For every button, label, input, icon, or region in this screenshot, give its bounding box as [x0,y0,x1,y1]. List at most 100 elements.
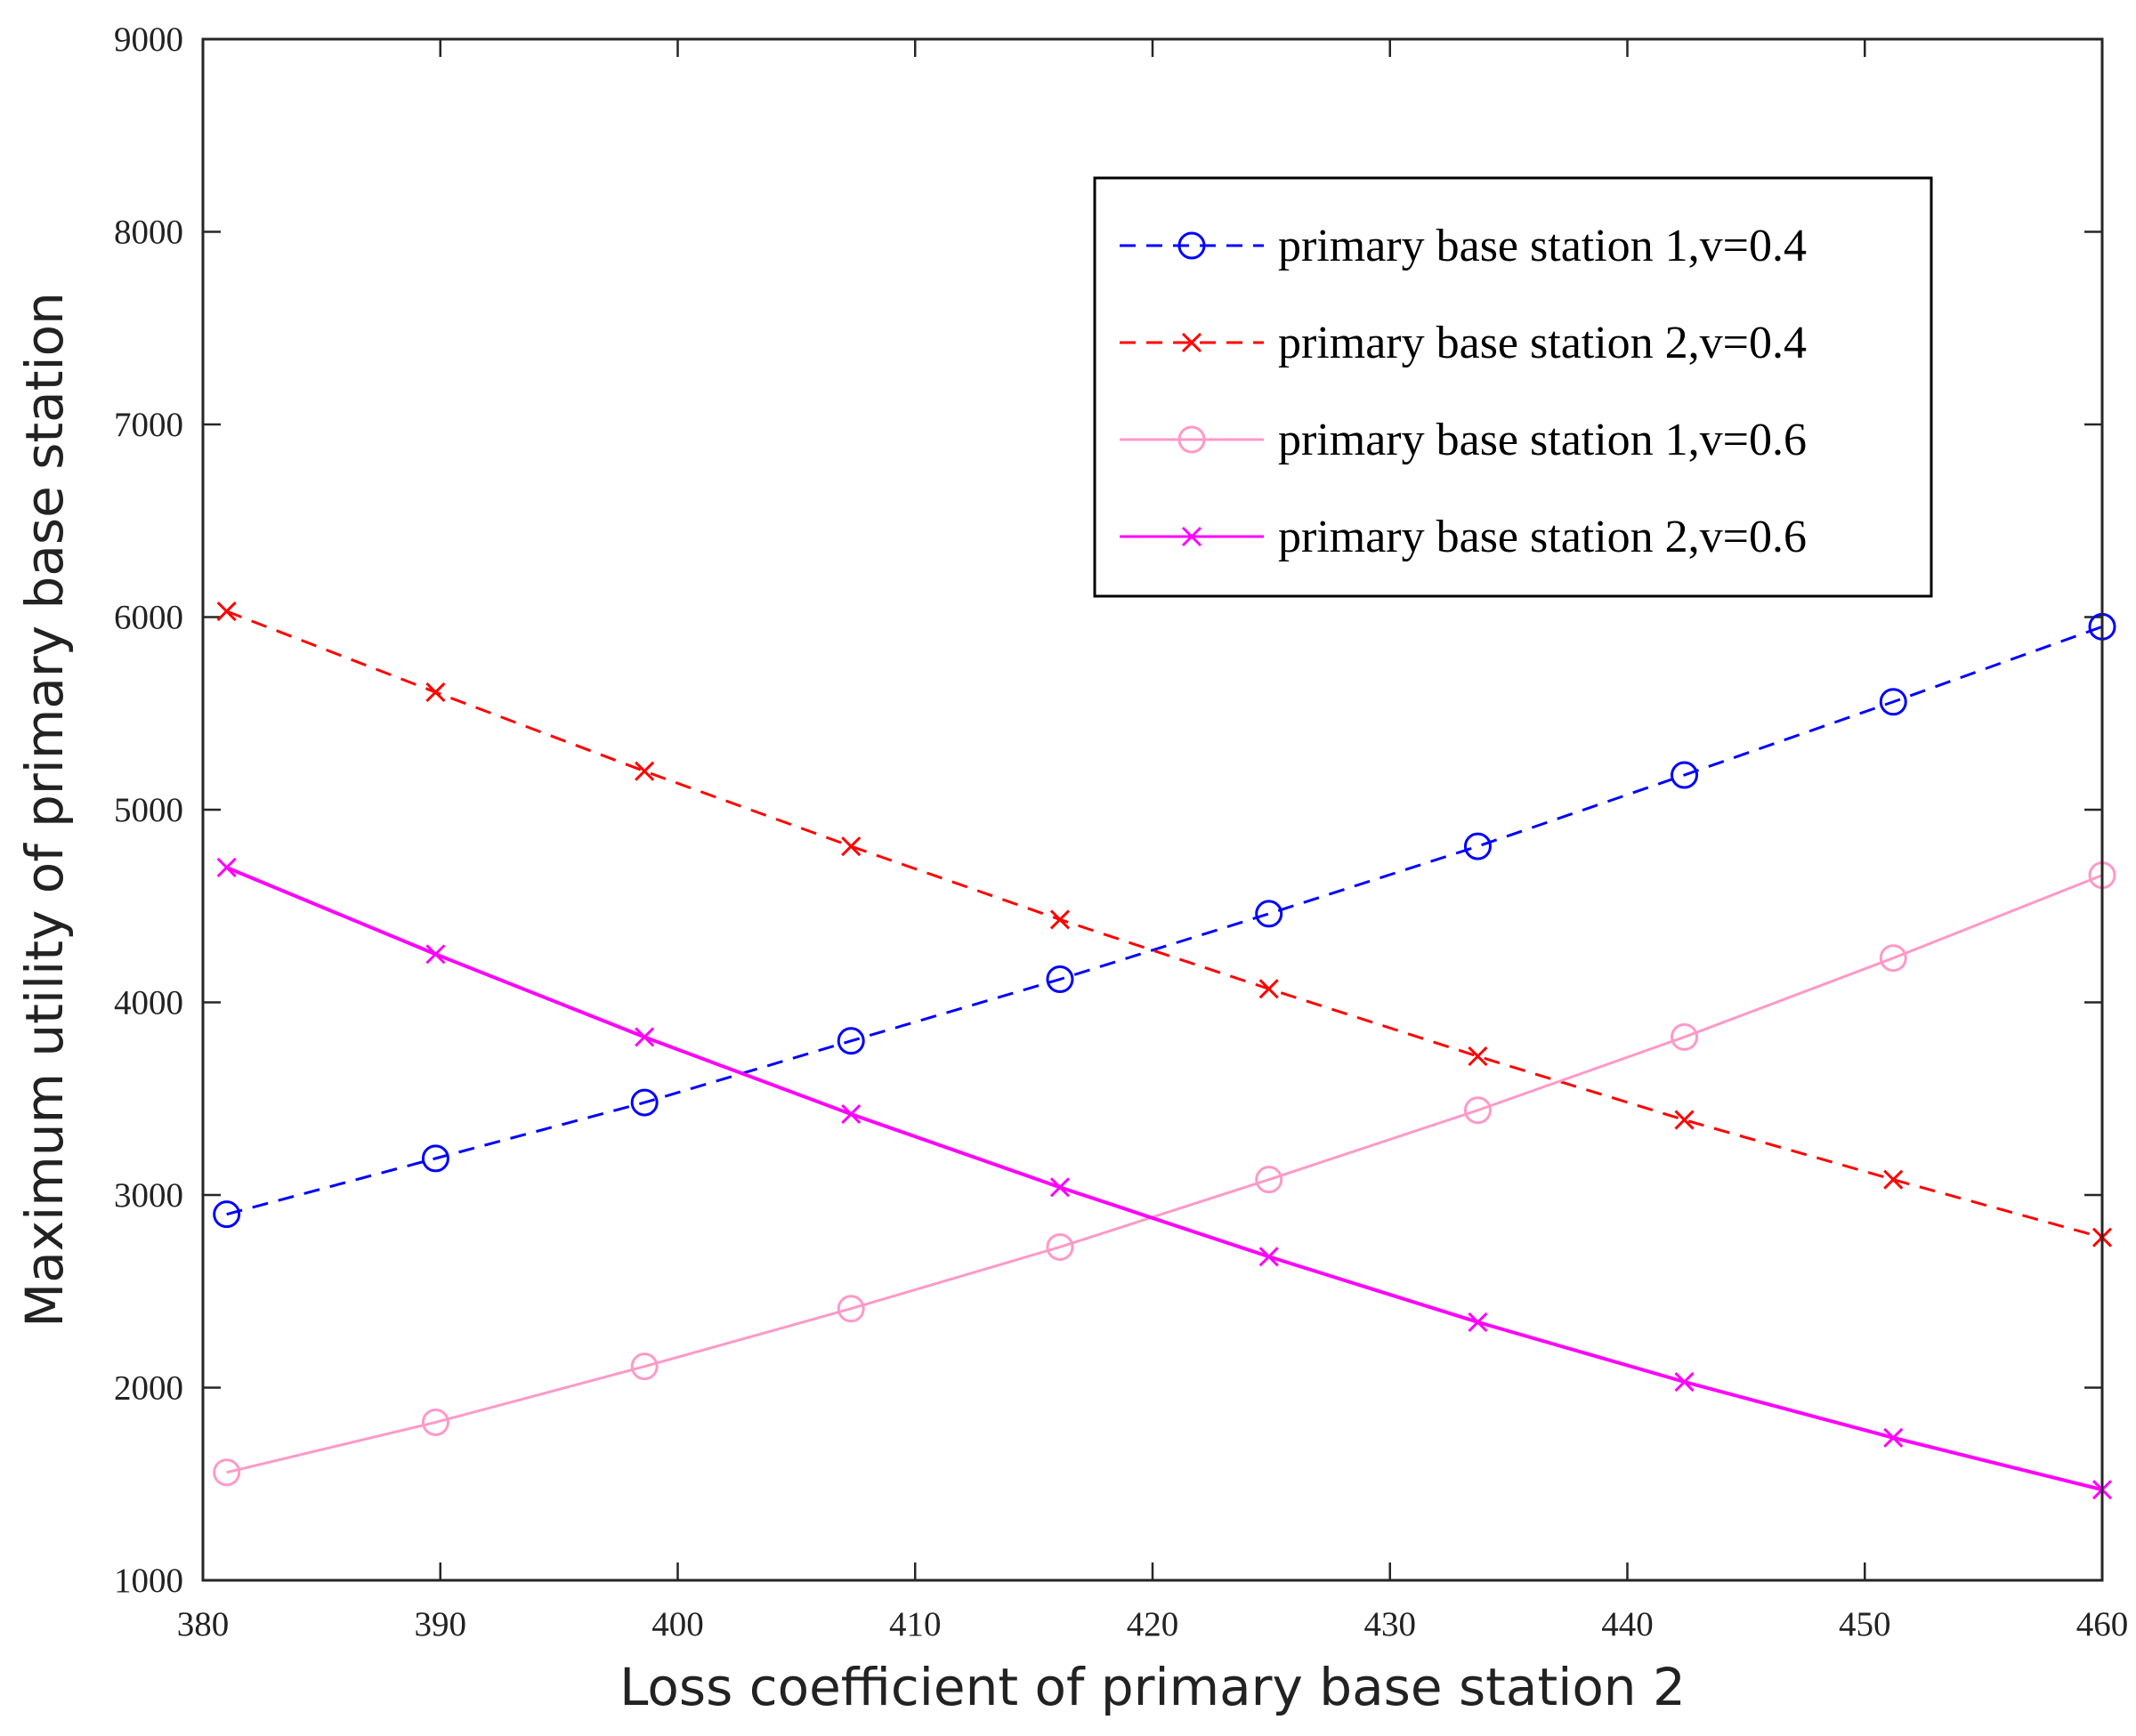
y-tick-label: 3000 [114,1176,183,1215]
data-point-marker-stroke [1049,909,1071,930]
x-tick-label: 380 [177,1605,230,1643]
y-tick-label: 5000 [114,791,183,829]
axis-ticks: 380 390 400 410 420 430 440 450 460 1000 2000 3000 4… [114,20,2128,1643]
data-point-marker-stroke [841,1104,862,1125]
data-point-marker [841,836,862,857]
data-point-marker [1879,688,1907,716]
data-point-marker [1046,1232,1074,1261]
y-tick-label: 9000 [114,20,183,59]
x-tick-label: 390 [415,1605,467,1643]
data-point-marker [1258,979,1279,999]
series-1 [213,612,2116,1229]
legend-entry: primary base station 2,v=0.4 [1120,318,1807,368]
y-tick-label: 7000 [114,406,183,444]
data-point-marker [1049,1177,1071,1198]
x-axis-label: Loss coefficient of primary base station… [619,1657,1686,1717]
data-point-marker-stroke [216,601,237,622]
data-point-marker [1046,965,1074,994]
data-point-marker-stroke [425,944,446,965]
data-point-marker [1674,1371,1695,1393]
data-point-marker-stroke [1468,1312,1488,1332]
data-point-marker [1883,1427,1904,1448]
y-tick-label: 4000 [114,984,183,1022]
data-point-marker [1674,1110,1695,1130]
data-point-marker-stroke [1674,1110,1695,1130]
plot-area-frame [201,37,2104,1582]
legend-label: primary base station 1,v=0.6 [1278,415,1807,465]
y-tick-label: 6000 [114,599,183,637]
data-point-marker [1255,900,1283,928]
data-point-marker [837,1027,865,1055]
data-point-marker [213,1200,241,1229]
data-point-marker [213,1458,241,1487]
y-tick-label: 8000 [114,214,183,252]
x-tick-label: 430 [1364,1605,1417,1643]
x-tick-label: 410 [889,1605,942,1643]
data-point-marker-stroke [1258,1247,1279,1267]
legend-entry: primary base station 1,v=0.6 [1120,415,1807,465]
data-point-marker [1258,1247,1279,1267]
data-point-marker-stroke [841,836,862,857]
series-group [213,601,2116,1500]
data-point-marker [425,944,446,965]
data-point-marker-stroke [1674,1371,1695,1393]
x-tick-label: 450 [1839,1605,1891,1643]
data-point-marker [635,761,655,781]
legend-label: primary base station 1,v=0.4 [1278,221,1807,271]
legend-box [1093,176,1933,598]
data-point-marker [1463,832,1492,860]
legend-marker [1181,332,1202,353]
legend-entry: primary base station 1,v=0.4 [1120,221,1807,271]
data-point-marker [1463,1096,1492,1125]
legend-marker [1181,526,1202,547]
x-tick-label: 460 [2076,1605,2129,1643]
y-tick-label: 2000 [114,1369,183,1408]
data-point-marker [216,601,237,622]
legend-marker-stroke [1181,332,1202,353]
data-point-marker [1671,1022,1699,1051]
legend: primary base station 1,v=0.4 primary base… [1093,176,1933,598]
data-point-marker [630,1088,659,1117]
series-line [226,625,2103,1216]
data-point-marker [841,1104,862,1125]
data-point-marker-stroke [1883,1427,1904,1448]
data-point-marker [837,1295,865,1323]
data-point-marker-stroke [216,857,237,878]
data-point-marker [1255,1166,1283,1194]
legend-label: primary base station 2,v=0.4 [1278,318,1807,368]
data-point-marker [1468,1046,1488,1067]
data-point-marker [421,1408,449,1436]
data-point-marker [1671,761,1699,789]
series-line [226,874,2103,1474]
x-tick-label: 420 [1127,1605,1179,1643]
series-line [225,866,2103,1492]
data-point-marker [630,1352,659,1381]
data-point-marker [1883,1169,1904,1190]
data-point-marker [635,1027,655,1047]
data-point-marker-stroke [1049,1177,1071,1198]
data-point-marker-stroke [1883,1169,1904,1190]
legend-marker [1177,425,1206,454]
series-4 [216,857,2113,1500]
data-point-marker-stroke [1258,979,1279,999]
legend-entry: primary base station 2,v=0.6 [1120,512,1807,562]
data-point-marker [425,682,446,702]
data-point-marker-stroke [635,761,655,781]
legend-marker [1177,231,1206,260]
y-axis-label: Maximum utility of primary base station [14,292,75,1328]
y-tick-label: 1000 [114,1562,183,1600]
data-point-marker [421,1144,449,1173]
data-point-marker [1049,909,1071,930]
series-2 [216,601,2113,1247]
data-point-marker [1879,944,1907,973]
data-point-marker [1468,1312,1488,1332]
x-tick-label: 440 [1601,1605,1654,1643]
data-point-marker-stroke [1468,1046,1488,1067]
legend-marker-stroke [1181,526,1202,547]
data-point-marker [216,857,237,878]
series-line [226,610,2103,1239]
data-point-marker-stroke [425,682,446,702]
legend-label: primary base station 2,v=0.6 [1278,512,1807,562]
x-tick-label: 400 [651,1605,704,1643]
